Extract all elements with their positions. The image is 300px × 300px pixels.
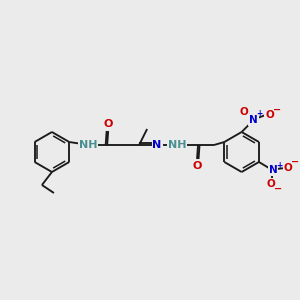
Text: −: −	[272, 105, 281, 115]
Text: O: O	[267, 179, 275, 189]
Text: O: O	[265, 110, 274, 120]
Text: N: N	[152, 140, 162, 150]
Text: +: +	[256, 110, 263, 118]
Text: N: N	[268, 165, 277, 175]
Text: N: N	[249, 115, 258, 125]
Text: NH: NH	[168, 140, 186, 150]
Text: −: −	[274, 184, 282, 194]
Text: O: O	[239, 107, 248, 117]
Text: +: +	[276, 160, 282, 169]
Text: O: O	[103, 119, 113, 129]
Text: O: O	[192, 161, 202, 171]
Text: NH: NH	[79, 140, 98, 150]
Text: O: O	[284, 163, 292, 173]
Text: −: −	[291, 157, 299, 167]
